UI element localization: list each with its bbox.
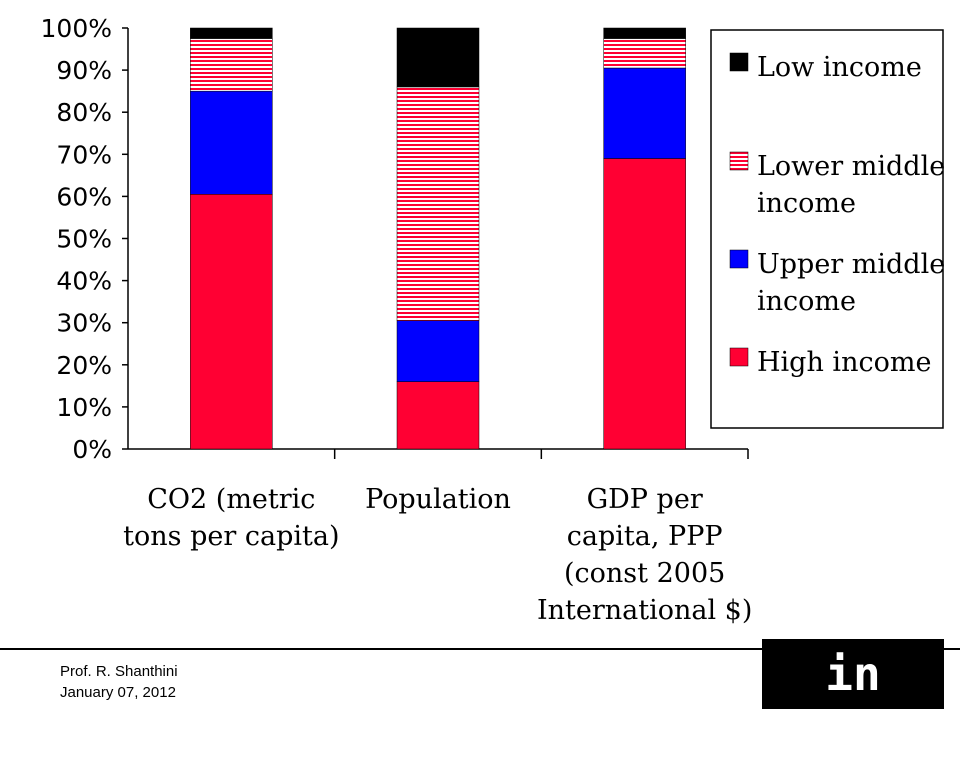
- date-text: January 07, 2012: [60, 684, 176, 701]
- legend-label: income: [757, 188, 856, 219]
- bar-segment: [190, 27, 273, 39]
- bar-segment: [396, 27, 480, 88]
- x-category-label: CO2 (metric: [147, 484, 315, 515]
- legend-swatch: [729, 52, 749, 72]
- y-tick-label: 0%: [72, 435, 112, 464]
- x-category-label: tons per capita): [123, 521, 339, 552]
- x-category-label: International $): [537, 595, 752, 626]
- y-tick-label: 70%: [56, 140, 112, 169]
- legend-label: income: [757, 286, 856, 317]
- bar-segment: [190, 194, 273, 450]
- y-tick-label: 90%: [56, 56, 112, 85]
- legend-label: Upper middle: [757, 249, 945, 280]
- bar-segment: [396, 86, 480, 321]
- bar-segment: [190, 90, 273, 195]
- bar-segment: [396, 320, 480, 382]
- footer-divider: [0, 648, 960, 650]
- bar-segment: [603, 67, 686, 159]
- legend-swatch: [729, 249, 749, 269]
- legend-box: [710, 29, 944, 429]
- legend-swatch: [729, 151, 749, 171]
- year-badge: in 2005: [762, 639, 944, 771]
- y-tick-label: 60%: [56, 182, 112, 211]
- legend-label: High income: [757, 347, 931, 378]
- y-tick-label: 50%: [56, 225, 112, 254]
- bar-segment: [396, 381, 480, 450]
- x-category-label: GDP per: [587, 484, 703, 515]
- bar-segment: [603, 38, 686, 69]
- bar-segment: [190, 38, 273, 92]
- y-tick-label: 30%: [56, 309, 112, 338]
- legend-label: Low income: [757, 52, 922, 83]
- bar-segment: [603, 158, 686, 450]
- y-tick-label: 40%: [56, 267, 112, 296]
- x-category-label: (const 2005: [564, 558, 725, 589]
- x-category-label: capita, PPP: [567, 521, 723, 552]
- stacked-bar-chart: 0% 10% 20% 30% 40% 50% 60% 70% 80% 90% 100% CO2 (me…: [41, 14, 946, 626]
- y-tick-label: 80%: [56, 98, 112, 127]
- bar-segment: [603, 27, 686, 39]
- legend-swatch: [729, 347, 749, 367]
- y-tick-label: 20%: [56, 351, 112, 380]
- y-tick-label: 100%: [41, 14, 112, 43]
- y-tick-label: 10%: [56, 393, 112, 422]
- legend-label: Lower middle: [757, 151, 945, 182]
- author-text: Prof. R. Shanthini: [60, 663, 178, 680]
- x-category-label: Population: [365, 484, 511, 515]
